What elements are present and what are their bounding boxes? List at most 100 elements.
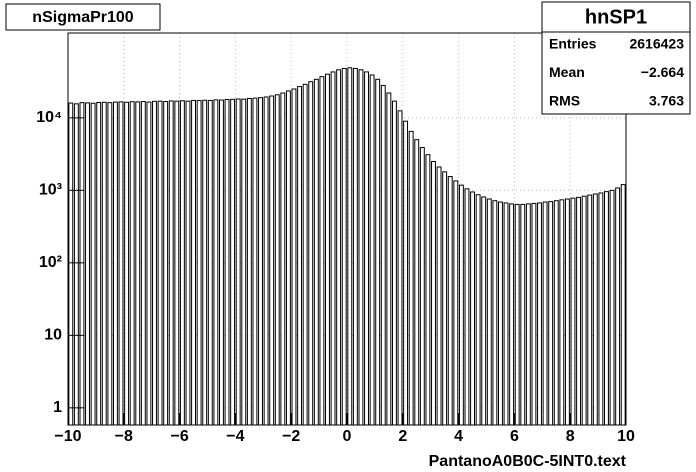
bar	[620, 184, 626, 426]
x-tick-label: 4	[454, 428, 463, 445]
x-tick-label: 10	[617, 428, 635, 445]
bar	[397, 110, 403, 426]
bar	[553, 200, 559, 426]
stats-value: 3.763	[649, 93, 684, 109]
bar	[319, 76, 325, 426]
bar	[587, 194, 593, 426]
bar	[157, 100, 163, 426]
bar	[358, 69, 364, 426]
x-tick-label: −8	[115, 428, 133, 445]
x-tick-label: 8	[566, 428, 575, 445]
bar	[598, 192, 604, 426]
bar	[442, 171, 448, 426]
bar	[196, 100, 202, 426]
bar	[90, 102, 96, 426]
bar	[291, 88, 297, 426]
bar	[258, 97, 263, 426]
bar	[464, 188, 470, 426]
bar	[347, 67, 353, 426]
bar	[486, 198, 492, 426]
bar	[391, 100, 397, 426]
stats-value: −2.664	[641, 64, 684, 80]
stats-value: 2616423	[629, 36, 684, 52]
bar	[174, 100, 180, 426]
bar	[375, 78, 381, 426]
bar	[352, 67, 358, 426]
bar	[341, 67, 347, 426]
x-tick-label: 0	[343, 428, 352, 445]
bar	[325, 73, 330, 426]
bar	[129, 101, 135, 426]
bar	[425, 154, 431, 426]
bar	[85, 102, 90, 426]
bar	[336, 69, 342, 426]
bar	[503, 202, 509, 426]
bar	[246, 97, 252, 426]
bar	[525, 203, 531, 426]
x-tick-label: −4	[226, 428, 244, 445]
bar	[531, 202, 537, 426]
bar	[274, 94, 280, 426]
bar	[185, 100, 191, 426]
bar	[297, 86, 303, 426]
bar	[520, 203, 526, 426]
bar	[112, 101, 118, 426]
bar	[419, 146, 425, 426]
bar	[386, 92, 392, 426]
bar	[548, 201, 554, 426]
y-tick-label: 10³	[39, 182, 62, 199]
bar	[168, 100, 174, 426]
bar	[146, 101, 152, 426]
stats-label: RMS	[549, 93, 580, 109]
bar	[73, 103, 79, 426]
bar	[481, 196, 487, 426]
bar	[140, 101, 146, 426]
bar	[224, 99, 230, 426]
x-tick-label: 6	[510, 428, 519, 445]
bar	[509, 203, 515, 426]
bar	[313, 78, 319, 426]
bar	[269, 95, 275, 426]
bar	[408, 130, 414, 426]
x-tick-label: 2	[398, 428, 407, 445]
title-box	[5, 3, 161, 31]
bar	[364, 71, 369, 426]
stats-label: Entries	[549, 36, 597, 52]
bar	[615, 187, 621, 426]
bar	[191, 99, 197, 426]
y-tick-label: 10²	[39, 254, 62, 271]
bar	[514, 203, 520, 426]
bar	[280, 92, 286, 426]
bar	[263, 96, 269, 426]
chart-title: nSigmaPr100	[32, 9, 133, 26]
bar	[436, 166, 442, 426]
bar	[609, 189, 615, 426]
bar	[235, 98, 241, 426]
bar	[96, 101, 102, 426]
bar	[403, 120, 409, 426]
y-tick-label: 1	[53, 399, 62, 416]
y-tick-label: 10	[44, 327, 62, 344]
x-tick-label: −10	[54, 428, 81, 445]
bar	[604, 191, 609, 426]
bar	[163, 101, 169, 426]
bar	[202, 99, 208, 426]
bar	[101, 101, 107, 426]
bar	[207, 99, 213, 426]
bar	[470, 191, 476, 426]
bar	[241, 98, 247, 426]
bar	[79, 102, 85, 426]
bar	[230, 98, 236, 426]
stats-name: hnSP1	[585, 6, 647, 28]
bar	[213, 99, 219, 426]
x-tick-label: −2	[282, 428, 300, 445]
bar	[542, 201, 548, 426]
bar	[447, 176, 453, 426]
bar	[570, 197, 576, 426]
bar	[564, 198, 570, 426]
bar	[308, 81, 314, 426]
bar	[380, 84, 386, 426]
bar	[285, 90, 291, 426]
bar	[537, 202, 542, 426]
